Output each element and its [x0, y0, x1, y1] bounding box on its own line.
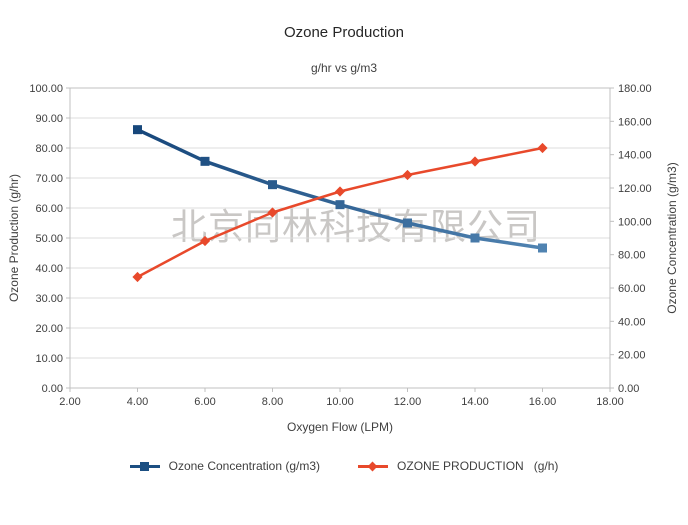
y-right-tick-label: 20.00: [618, 350, 646, 362]
y-left-tick-label: 50.00: [35, 233, 63, 245]
legend-label: Ozone Concentration (g/m3): [168, 459, 321, 473]
x-tick-label: 4.00: [127, 396, 148, 408]
chart-subtitle: g/hr vs g/m3: [310, 61, 378, 75]
square-marker-icon: [268, 180, 277, 190]
y-right-tick-label: 60.00: [618, 283, 646, 295]
x-tick-label: 8.00: [262, 396, 283, 408]
series-line: [136, 146, 543, 279]
y-axis-left-title: Ozone Production (g/hr): [7, 173, 21, 303]
diamond-marker-icon: [469, 156, 481, 167]
diamond-marker-icon: [358, 461, 389, 471]
y-left-tick-label: 100.00: [29, 83, 63, 95]
legend-marker-shape: [367, 461, 378, 471]
x-axis-title: Oxygen Flow (LPM): [286, 420, 394, 434]
x-tick-label: 10.00: [326, 396, 354, 408]
legend-marker-shape: [139, 461, 149, 471]
square-marker-icon: [335, 200, 345, 210]
square-marker-icon: [470, 233, 480, 243]
x-tick-label: 2.00: [59, 396, 80, 408]
legend-item: Ozone Concentration (g/m3): [129, 459, 321, 473]
y-left-tick-label: 40.00: [35, 263, 63, 275]
square-marker-icon: [133, 125, 142, 135]
legend-label: OZONE PRODUCTION (g/h): [397, 459, 559, 473]
diamond-marker-icon: [334, 186, 346, 197]
y-left-tick-label: 30.00: [35, 293, 63, 305]
diamond-marker-icon: [537, 142, 548, 154]
y-right-tick-label: 140.00: [618, 150, 652, 162]
square-marker-icon: [129, 461, 160, 471]
y-right-tick-label: 160.00: [618, 116, 652, 128]
legend: Ozone Concentration (g/m3) OZONE PRODUCTI…: [0, 459, 688, 473]
y-left-tick-label: 80.00: [35, 143, 63, 155]
x-tick-label: 12.00: [394, 396, 422, 408]
x-tick-label: 6.00: [194, 396, 215, 408]
y-left-tick-label: 20.00: [35, 323, 63, 335]
y-left-tick-label: 70.00: [35, 173, 63, 185]
y-axis-right-title: Ozone Concentration (g/m3): [665, 162, 679, 314]
x-tick-label: 16.00: [529, 396, 557, 408]
y-right-tick-label: 100.00: [618, 216, 652, 228]
diamond-marker-icon: [132, 271, 143, 283]
y-right-tick-label: 40.00: [618, 316, 646, 328]
square-marker-icon: [538, 243, 547, 253]
diamond-marker-icon: [402, 169, 413, 181]
legend-item: OZONE PRODUCTION (g/h): [358, 459, 558, 473]
y-left-tick-label: 90.00: [35, 113, 63, 125]
y-left-tick-label: 60.00: [35, 203, 63, 215]
square-marker-icon: [403, 218, 412, 228]
diamond-marker-icon: [199, 235, 211, 247]
square-marker-icon: [200, 156, 210, 166]
y-right-tick-label: 120.00: [618, 183, 652, 195]
x-tick-label: 18.00: [596, 396, 624, 408]
y-right-tick-label: 180.00: [618, 83, 652, 95]
y-right-tick-label: 80.00: [618, 250, 646, 262]
y-left-tick-label: 0.00: [42, 383, 63, 395]
y-left-tick-label: 10.00: [35, 353, 63, 365]
chart-title: Ozone Production: [283, 24, 405, 41]
diamond-marker-icon: [267, 207, 278, 218]
x-tick-label: 14.00: [461, 396, 489, 408]
y-right-tick-label: 0.00: [618, 383, 639, 395]
